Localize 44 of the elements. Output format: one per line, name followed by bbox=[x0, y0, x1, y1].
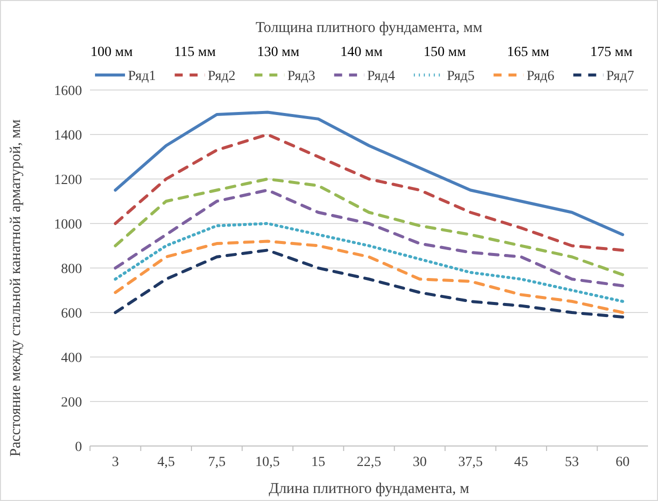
x-tick-label: 10,5 bbox=[255, 455, 280, 470]
legend-label: Ряд5 bbox=[446, 69, 475, 84]
x-tick-label: 7,5 bbox=[208, 455, 226, 470]
x-tick-label: 60 bbox=[616, 455, 630, 470]
y-tick-label: 1000 bbox=[54, 218, 82, 232]
line-series bbox=[114, 178, 624, 276]
text: 130 мм bbox=[257, 45, 300, 60]
y-tick-label: 1200 bbox=[54, 173, 82, 188]
text: 165 мм bbox=[506, 45, 550, 60]
y-tick-label: 1600 bbox=[54, 84, 82, 99]
x-tick-label: 53 bbox=[564, 455, 579, 470]
text: 100 мм bbox=[90, 45, 133, 60]
legend-label: Ряд2 bbox=[208, 69, 236, 84]
x-tick-label: 22,5 bbox=[356, 455, 382, 470]
line-series bbox=[114, 248, 624, 318]
x-tick-label: 30 bbox=[412, 455, 427, 470]
text: 150 мм bbox=[424, 45, 466, 60]
legend-label: Ряд7 bbox=[606, 69, 634, 84]
legend-label: Ряд1 bbox=[128, 69, 156, 84]
legend-label: Ряд6 bbox=[526, 69, 554, 84]
x-axis-title: Длина плитного фундамента, м bbox=[268, 481, 470, 497]
text: 175 мм bbox=[590, 45, 633, 60]
legend-label: Ряд3 bbox=[287, 69, 316, 84]
y-tick-label: 600 bbox=[61, 306, 82, 322]
x2-axis-title: Толщина плитного фундамента, мм bbox=[256, 20, 483, 36]
legend-label: Ряд4 bbox=[367, 69, 395, 84]
x-tick-label: 37,5 bbox=[458, 455, 483, 470]
y-tick-label: 200 bbox=[61, 396, 82, 410]
line-series bbox=[114, 240, 624, 314]
y-tick-label: 1400 bbox=[54, 128, 82, 144]
y-tick-label: 800 bbox=[61, 262, 82, 277]
x-tick-label: 15 bbox=[311, 455, 326, 470]
text: 140 мм bbox=[340, 45, 383, 60]
x-tick-label: 4,5 bbox=[157, 455, 175, 470]
x-tick-label: 45 bbox=[514, 455, 528, 470]
y-tick-label: 0 bbox=[75, 440, 82, 455]
line-series bbox=[114, 222, 624, 303]
x-tick-label: 3 bbox=[112, 455, 119, 470]
line-series bbox=[114, 188, 624, 288]
line-series bbox=[114, 110, 624, 236]
text: 115 мм bbox=[174, 45, 216, 60]
line-series bbox=[114, 133, 624, 252]
y-axis-title: Расстояние между стальной канатной арматурой, мм bbox=[8, 118, 24, 457]
y-tick-label: 400 bbox=[61, 351, 82, 366]
